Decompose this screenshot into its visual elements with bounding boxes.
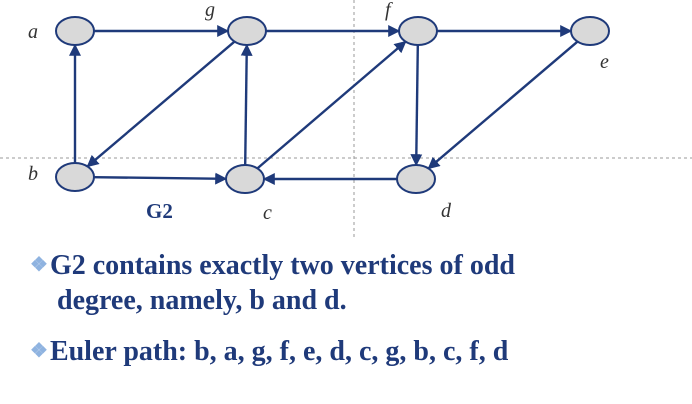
edge-e-d (427, 40, 579, 170)
graph-title: G2 (146, 199, 173, 223)
bullet-1-line-1: G2 contains exactly two vertices of odd (49, 250, 515, 281)
edge-c-g (240, 43, 253, 166)
graph-g2: a g f e b c d G2 (0, 0, 692, 240)
diamond-bullet-icon: ❖ (30, 340, 48, 362)
vertex-c (225, 164, 265, 194)
vertex-label-c: c (263, 202, 272, 224)
edge-g-b (86, 40, 236, 168)
vertex-label-a: a (28, 21, 38, 43)
bullet-1: ❖G2 contains exactly two vertices of odd (30, 248, 515, 283)
vertex-g (227, 16, 267, 46)
vertex-label-b: b (28, 163, 38, 185)
edge-b-c (93, 172, 228, 185)
vertex-a (55, 16, 95, 46)
vertex-e (570, 16, 610, 46)
vertex-f (398, 16, 438, 46)
vertex-label-f: f (385, 0, 393, 21)
diamond-bullet-icon: ❖ (30, 254, 48, 276)
bullet-2-line-1: Euler path: b, a, g, f, e, d, c, g, b, c… (49, 336, 509, 367)
vertex-label-g: g (205, 0, 215, 21)
bullet-1-line-2: degree, namely, b and d. (57, 285, 347, 316)
vertex-label-d: d (441, 200, 452, 222)
edge-f-d (410, 44, 423, 167)
vertex-b (55, 162, 95, 192)
bullet-2: ❖Euler path: b, a, g, f, e, d, c, g, b, … (30, 334, 508, 369)
edge-c-f (256, 40, 407, 170)
vertex-label-e: e (600, 51, 609, 73)
bullet-1-continuation: degree, namely, b and d. (57, 284, 347, 318)
vertex-d (396, 164, 436, 194)
